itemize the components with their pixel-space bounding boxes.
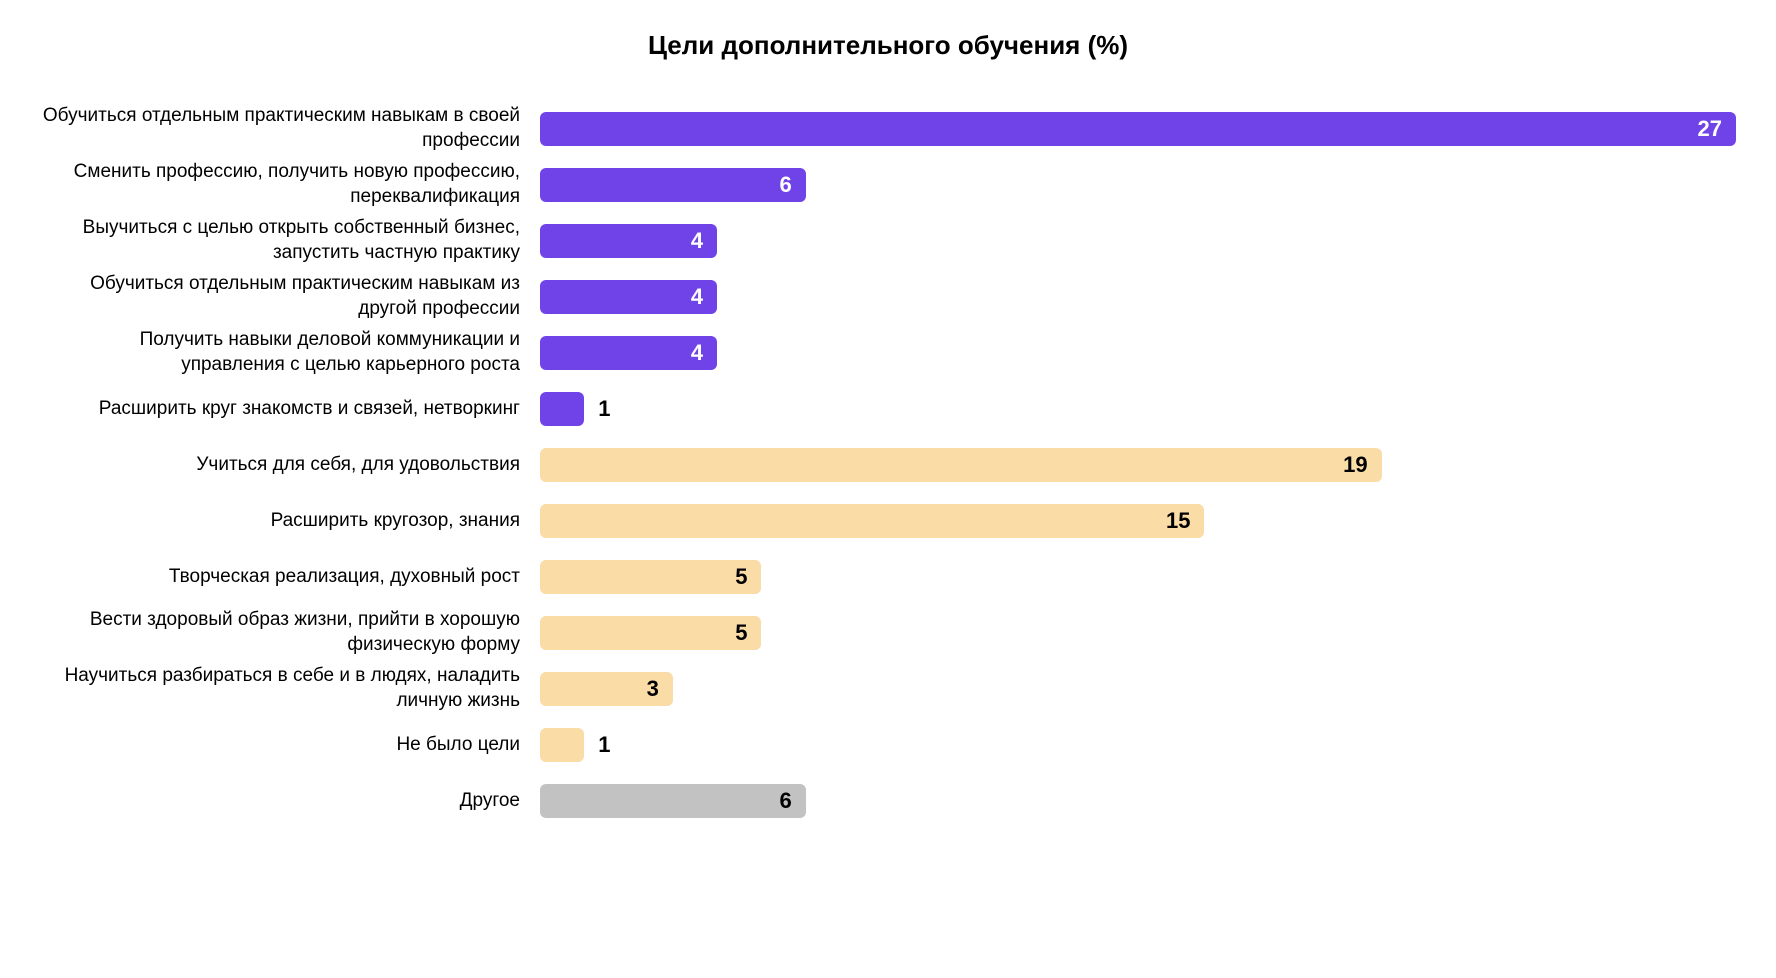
bar <box>540 392 584 426</box>
bar-label: Учиться для себя, для удовольствия <box>40 453 540 478</box>
bar-label: Расширить кругозор, знания <box>40 509 540 534</box>
chart-container: Цели дополнительного обучения (%) Обучит… <box>40 30 1736 829</box>
bar: 3 <box>540 672 673 706</box>
bar: 6 <box>540 784 806 818</box>
bar: 19 <box>540 448 1382 482</box>
bar-track: 27 <box>540 112 1736 146</box>
bar: 5 <box>540 560 761 594</box>
bar-value: 3 <box>647 676 659 702</box>
bar: 4 <box>540 336 717 370</box>
bar-label: Расширить круг знакомств и связей, нетво… <box>40 397 540 422</box>
bar-value: 6 <box>780 172 792 198</box>
bar-track: 3 <box>540 672 1736 706</box>
chart-row: Расширить круг знакомств и связей, нетво… <box>40 381 1736 437</box>
bar-track: 5 <box>540 560 1736 594</box>
bar-label: Не было цели <box>40 733 540 758</box>
bar-value: 19 <box>1343 452 1367 478</box>
bar-value: 5 <box>735 564 747 590</box>
chart-row: Получить навыки деловой коммуникации и у… <box>40 325 1736 381</box>
bar-track: 15 <box>540 504 1736 538</box>
bar-track: 4 <box>540 224 1736 258</box>
bar-label: Обучиться отдельным практическим навыкам… <box>40 104 540 153</box>
bar-track: 4 <box>540 336 1736 370</box>
bar-value: 4 <box>691 340 703 366</box>
bar-track: 1 <box>540 728 1736 762</box>
bar-track: 1 <box>540 392 1736 426</box>
bar-value: 4 <box>691 228 703 254</box>
chart-row: Творческая реализация, духовный рост 5 <box>40 549 1736 605</box>
chart-title: Цели дополнительного обучения (%) <box>40 30 1736 61</box>
chart-row: Вести здоровый образ жизни, прийти в хор… <box>40 605 1736 661</box>
bar-track: 6 <box>540 784 1736 818</box>
bar: 15 <box>540 504 1204 538</box>
chart-row: Обучиться отдельным практическим навыкам… <box>40 269 1736 325</box>
bar-label: Выучиться с целью открыть собственный би… <box>40 216 540 265</box>
bar-value: 27 <box>1698 116 1722 142</box>
bar-track: 4 <box>540 280 1736 314</box>
bar-value: 1 <box>598 732 610 758</box>
bar-label: Вести здоровый образ жизни, прийти в хор… <box>40 608 540 657</box>
bar-value: 15 <box>1166 508 1190 534</box>
chart-row: Расширить кругозор, знания 15 <box>40 493 1736 549</box>
chart-row: Обучиться отдельным практическим навыкам… <box>40 101 1736 157</box>
bar-value: 4 <box>691 284 703 310</box>
bar-track: 5 <box>540 616 1736 650</box>
chart-body: Обучиться отдельным практическим навыкам… <box>40 101 1736 829</box>
bar-label: Другое <box>40 789 540 814</box>
bar-label: Сменить профессию, получить новую профес… <box>40 160 540 209</box>
bar-label: Обучиться отдельным практическим навыкам… <box>40 272 540 321</box>
chart-row: Учиться для себя, для удовольствия 19 <box>40 437 1736 493</box>
bar-label: Получить навыки деловой коммуникации и у… <box>40 328 540 377</box>
chart-row: Выучиться с целью открыть собственный би… <box>40 213 1736 269</box>
bar: 6 <box>540 168 806 202</box>
bar: 5 <box>540 616 761 650</box>
bar-track: 19 <box>540 448 1736 482</box>
bar-label: Научиться разбираться в себе и в людях, … <box>40 664 540 713</box>
chart-row: Другое 6 <box>40 773 1736 829</box>
bar: 4 <box>540 280 717 314</box>
chart-row: Не было цели 1 <box>40 717 1736 773</box>
bar <box>540 728 584 762</box>
bar-value: 5 <box>735 620 747 646</box>
bar-track: 6 <box>540 168 1736 202</box>
bar-value: 6 <box>780 788 792 814</box>
bar-label: Творческая реализация, духовный рост <box>40 565 540 590</box>
bar: 27 <box>540 112 1736 146</box>
bar: 4 <box>540 224 717 258</box>
chart-row: Сменить профессию, получить новую профес… <box>40 157 1736 213</box>
bar-value: 1 <box>598 396 610 422</box>
chart-row: Научиться разбираться в себе и в людях, … <box>40 661 1736 717</box>
